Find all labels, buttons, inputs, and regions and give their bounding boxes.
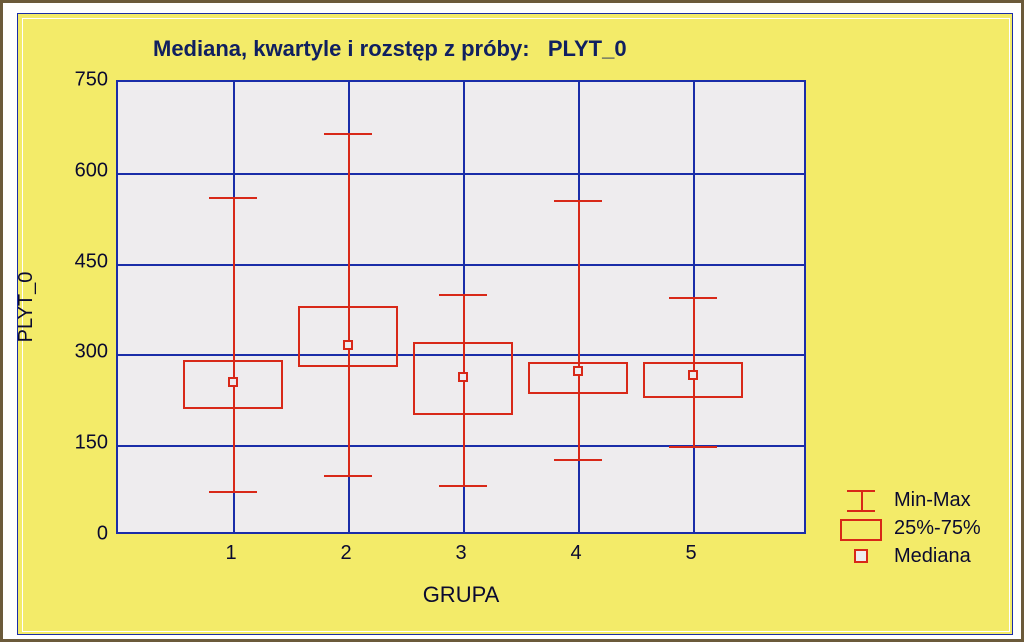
whisker-cap xyxy=(669,446,717,448)
legend-symbol-box xyxy=(838,516,884,540)
iqr-box xyxy=(298,306,398,367)
legend-symbol-median xyxy=(838,544,884,568)
y-tick-label: 300 xyxy=(48,341,108,364)
image-frame: Mediana, kwartyle i rozstęp z próby: PLY… xyxy=(0,0,1024,642)
whisker-cap xyxy=(324,475,372,477)
legend-item: Mediana xyxy=(838,544,981,568)
x-tick-label: 1 xyxy=(225,542,236,565)
whisker-cap xyxy=(554,459,602,461)
whisker-cap xyxy=(209,491,257,493)
median-marker xyxy=(688,370,698,380)
legend-item: 25%-75% xyxy=(838,516,981,540)
hgridline xyxy=(118,173,804,175)
y-tick-label: 450 xyxy=(48,250,108,273)
whisker-cap xyxy=(209,197,257,199)
legend-label: 25%-75% xyxy=(894,517,981,540)
whisker-line xyxy=(578,200,580,458)
whisker-cap xyxy=(324,133,372,135)
whisker-cap xyxy=(439,485,487,487)
median-marker xyxy=(343,340,353,350)
x-axis-label: GRUPA xyxy=(423,582,500,608)
chart-panel: Mediana, kwartyle i rozstęp z próby: PLY… xyxy=(17,13,1013,635)
legend: Min-Max 25%-75% Mediana xyxy=(838,488,981,572)
legend-symbol-whisker xyxy=(838,488,884,512)
x-tick-label: 5 xyxy=(685,542,696,565)
legend-label: Min-Max xyxy=(894,489,971,512)
whisker-line xyxy=(348,133,350,475)
whisker-cap xyxy=(439,294,487,296)
y-tick-label: 150 xyxy=(48,432,108,455)
whisker-cap xyxy=(554,200,602,202)
y-tick-label: 600 xyxy=(48,159,108,182)
y-axis-label: PLYT_0 xyxy=(15,272,38,343)
legend-item: Min-Max xyxy=(838,488,981,512)
median-marker xyxy=(573,366,583,376)
legend-label: Mediana xyxy=(894,545,971,568)
hgridline xyxy=(118,264,804,266)
whisker-cap xyxy=(669,297,717,299)
median-marker xyxy=(458,372,468,382)
median-marker xyxy=(228,377,238,387)
chart-title: Mediana, kwartyle i rozstęp z próby: PLY… xyxy=(153,36,627,62)
y-tick-label: 750 xyxy=(48,69,108,92)
x-tick-label: 4 xyxy=(570,542,581,565)
y-tick-label: 0 xyxy=(48,523,108,546)
whisker-line xyxy=(233,197,235,491)
x-tick-label: 3 xyxy=(455,542,466,565)
x-tick-label: 2 xyxy=(340,542,351,565)
plot-area xyxy=(116,80,806,534)
